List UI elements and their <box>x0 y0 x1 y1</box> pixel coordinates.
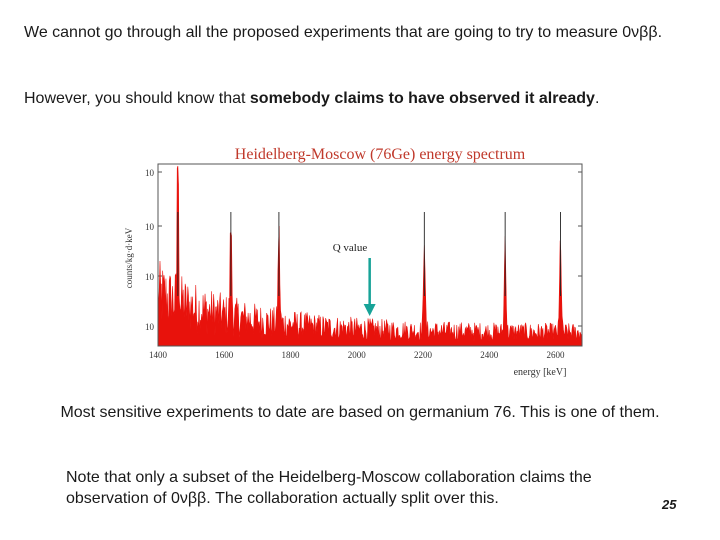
claim-bold: somebody claims to have observed it alre… <box>249 90 595 107</box>
x-tick-label: 1400 <box>149 350 168 360</box>
claim-prefix: However, you should know that <box>24 90 250 107</box>
x-tick-label: 1800 <box>282 350 301 360</box>
y-axis-label: counts/kg·d·keV <box>124 227 134 288</box>
y-tick-label: 10 <box>145 322 155 332</box>
figure-caption: Most sensitive experiments to date are b… <box>60 404 660 421</box>
q-value-label: Q value <box>333 242 368 254</box>
y-tick-label: 10 <box>145 272 155 282</box>
chart-title: Heidelberg-Moscow (76Ge) energy spectrum <box>235 146 526 163</box>
x-axis-label: energy [keV] <box>514 367 567 378</box>
x-tick-label: 2400 <box>480 350 499 360</box>
spectrum-series <box>157 165 583 346</box>
plot-frame <box>157 163 583 347</box>
intro-paragraph: We cannot go through all the proposed ex… <box>24 24 663 41</box>
energy-spectrum-chart: Heidelberg-Moscow (76Ge) energy spectrum… <box>118 140 590 380</box>
claim-paragraph: However, you should know that somebody c… <box>24 88 704 109</box>
q-value-arrowhead <box>363 304 376 316</box>
energy-spectrum-figure: Heidelberg-Moscow (76Ge) energy spectrum… <box>118 140 590 380</box>
x-tick-label: 2200 <box>414 350 433 360</box>
y-tick-label: 10 <box>145 168 155 178</box>
y-tick-label: 10 <box>145 222 155 232</box>
x-tick-label: 2000 <box>348 350 367 360</box>
x-tick-label: 2600 <box>547 350 566 360</box>
x-tick-label: 1600 <box>215 350 234 360</box>
page-number: 25 <box>662 497 677 512</box>
collaboration-note: Note that only a subset of the Heidelber… <box>66 469 592 507</box>
claim-suffix: . <box>594 90 600 107</box>
